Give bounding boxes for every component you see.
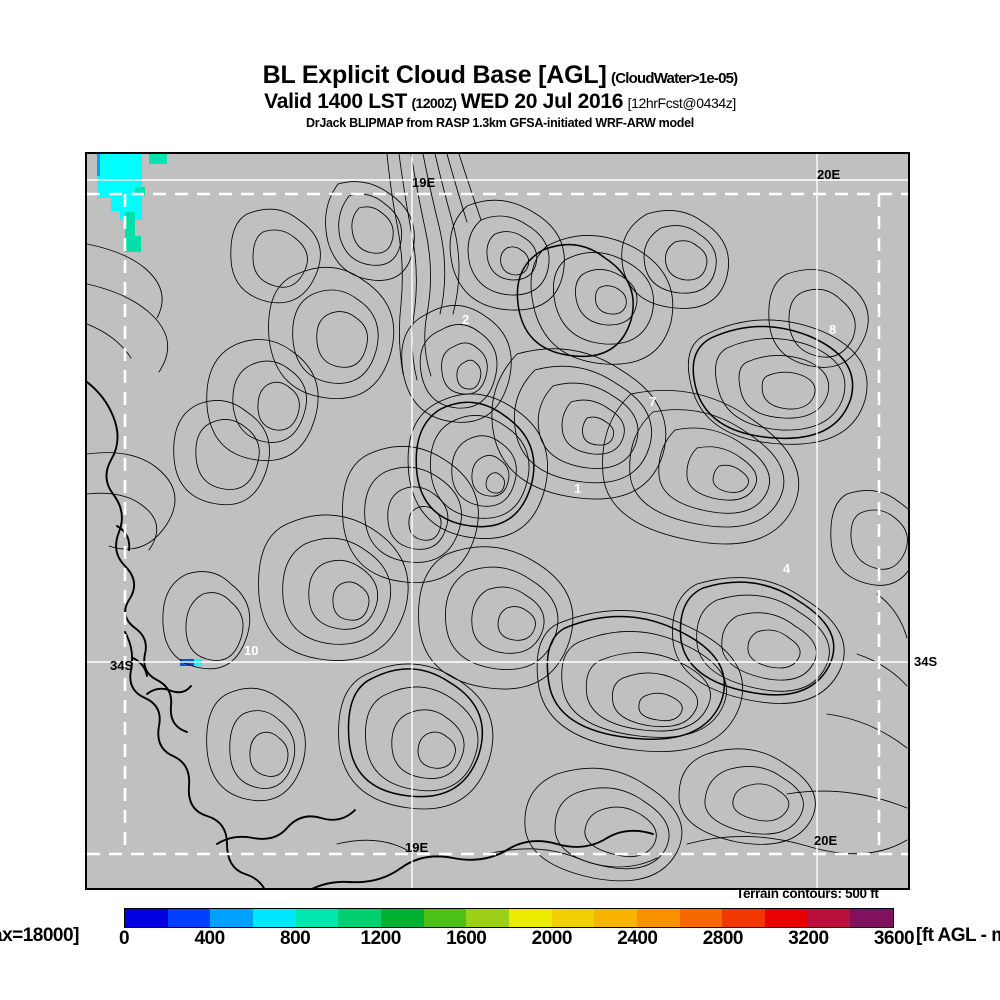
terrain-contours <box>87 154 908 882</box>
grid-lines-dashed <box>87 192 908 856</box>
title-block: BL Explicit Cloud Base [AGL] (CloudWater… <box>0 62 1000 130</box>
colorbar-tick: 2400 <box>617 928 658 949</box>
colorbar-tick: 1200 <box>360 928 402 949</box>
colorbar-units-right: [ft AGL - m <box>916 925 1000 946</box>
cloud-base-cell <box>125 212 135 242</box>
site-marker-label: 7 <box>649 394 656 409</box>
colorbar[interactable] <box>124 908 894 928</box>
colorbar-tick: 400 <box>194 928 225 949</box>
colorbar-segment <box>679 909 723 927</box>
forecast-map[interactable]: 19E 20E 19E 20E 2 7 8 1 4 10 <box>85 152 910 890</box>
colorbar-segment <box>423 909 467 927</box>
colorbar-segment <box>637 909 680 927</box>
colorbar-tick: 2000 <box>531 928 573 949</box>
colorbar-segment <box>466 909 510 927</box>
map-canvas: 19E 20E 19E 20E 2 7 8 1 4 10 <box>87 154 908 888</box>
grid-lines-solid <box>87 154 908 888</box>
cloud-base-cell <box>97 176 111 198</box>
model-description: DrJack BLIPMAP from RASP 1.3km GFSA-init… <box>306 116 694 131</box>
colorbar-segment <box>722 909 766 927</box>
colorbar-segment <box>295 909 339 927</box>
cloud-base-cell <box>149 154 167 164</box>
cloud-base-cell <box>125 236 141 252</box>
colorbar-tick: 3600 <box>873 928 915 949</box>
longitude-label: 20E <box>814 833 837 848</box>
colorbar-segment <box>167 909 211 927</box>
colorbar-segment <box>594 909 638 927</box>
valid-date: WED 20 Jul 2016 <box>460 90 624 114</box>
longitude-label: 19E <box>412 175 435 190</box>
colorbar-tick: 3200 <box>788 928 829 949</box>
latitude-label-right: 34S <box>914 654 938 669</box>
colorbar-segment <box>125 909 168 927</box>
colorbar-tick: 1600 <box>446 928 487 949</box>
page-title: BL Explicit Cloud Base [AGL] <box>262 61 607 89</box>
colorbar-segment <box>850 909 894 927</box>
title-line-1: BL Explicit Cloud Base [AGL] (CloudWater… <box>0 62 1000 88</box>
colorbar-tick: 2800 <box>702 928 744 949</box>
site-marker-label: 10 <box>244 643 258 658</box>
longitude-label: 20E <box>817 167 840 182</box>
latitude-label-left: 34S <box>110 658 134 673</box>
colorbar-units-left: ax=18000] <box>0 925 79 946</box>
colorbar-tick: 0 <box>118 928 130 949</box>
valid-time: Valid 1400 LST <box>264 90 408 114</box>
title-line-2: Valid 1400 LST (1200Z) WED 20 Jul 2016 [… <box>0 91 1000 113</box>
colorbar-segment <box>551 909 595 927</box>
colorbar-segment <box>210 909 254 927</box>
coastline <box>87 381 654 888</box>
site-marker-label: 1 <box>574 481 581 496</box>
forecast-tag: [12hrFcst@0434z] <box>627 95 737 112</box>
longitude-label: 19E <box>405 840 428 855</box>
site-marker-label: 2 <box>462 312 469 327</box>
site-marker-label: 4 <box>783 561 791 576</box>
terrain-contour-note: Terrain contours: 500 ft <box>736 886 879 901</box>
site-labels: 2 7 8 1 4 10 <box>244 312 836 658</box>
valid-time-utc: (1200Z) <box>411 95 457 112</box>
colorbar-tick-labels: 0 400 800 1200 1600 2000 2400 2800 3200 3600 <box>119 928 915 954</box>
colorbar-segment <box>381 909 424 927</box>
map-background <box>87 154 908 888</box>
cloudwater-qualifier: (CloudWater>1e-05) <box>611 70 738 87</box>
colorbar-segment <box>765 909 808 927</box>
colorbar-segment <box>509 909 552 927</box>
cloud-base-cell <box>135 187 145 195</box>
colorbar-segment <box>338 909 382 927</box>
terrain-contours-ridge <box>347 243 854 798</box>
colorbar-segment <box>807 909 851 927</box>
cloud-base-layer <box>97 154 202 666</box>
colorbar-tick: 800 <box>280 928 311 949</box>
colorbar-segment <box>253 909 296 927</box>
site-marker-label: 8 <box>829 322 836 337</box>
longitude-labels: 19E 20E 19E 20E <box>405 167 840 855</box>
